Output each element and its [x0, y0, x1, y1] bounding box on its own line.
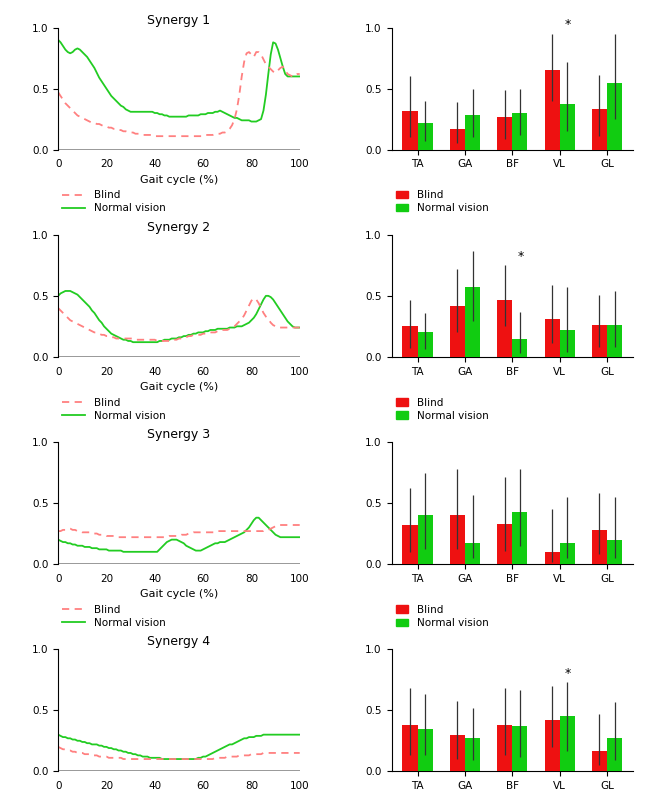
Bar: [450, 735, 465, 771]
Bar: [592, 325, 607, 357]
Bar: [497, 725, 512, 771]
Text: *: *: [517, 250, 524, 263]
Bar: [512, 726, 527, 771]
X-axis label: Gait cycle (%): Gait cycle (%): [140, 589, 218, 600]
Bar: [512, 113, 527, 149]
X-axis label: Gait cycle (%): Gait cycle (%): [140, 382, 218, 392]
Bar: [545, 70, 559, 149]
Bar: [607, 738, 622, 771]
Bar: [417, 729, 433, 771]
Bar: [592, 109, 607, 149]
Legend: Blind, Normal vision: Blind, Normal vision: [58, 186, 169, 218]
Bar: [512, 512, 527, 564]
Bar: [465, 738, 480, 771]
Bar: [450, 305, 465, 357]
Title: Synergy 3: Synergy 3: [147, 428, 211, 441]
Bar: [465, 115, 480, 149]
Bar: [402, 525, 417, 564]
Legend: Blind, Normal vision: Blind, Normal vision: [58, 600, 169, 632]
Bar: [559, 717, 575, 771]
Bar: [545, 720, 559, 771]
Bar: [592, 530, 607, 564]
Bar: [559, 330, 575, 357]
Bar: [465, 287, 480, 357]
Bar: [559, 543, 575, 564]
Legend: Blind, Normal vision: Blind, Normal vision: [58, 393, 169, 425]
Bar: [607, 82, 622, 149]
Bar: [607, 325, 622, 357]
Bar: [450, 129, 465, 149]
Bar: [450, 515, 465, 564]
Bar: [465, 543, 480, 564]
Bar: [607, 539, 622, 564]
Bar: [559, 104, 575, 149]
Bar: [402, 111, 417, 149]
Bar: [497, 300, 512, 357]
Bar: [545, 552, 559, 564]
Bar: [417, 515, 433, 564]
Text: *: *: [565, 18, 571, 32]
Bar: [417, 123, 433, 149]
Title: Synergy 2: Synergy 2: [147, 221, 211, 233]
Bar: [402, 327, 417, 357]
Text: *: *: [565, 667, 571, 679]
Bar: [417, 332, 433, 357]
Bar: [497, 524, 512, 564]
Bar: [545, 319, 559, 357]
Bar: [512, 339, 527, 357]
X-axis label: Gait cycle (%): Gait cycle (%): [140, 175, 218, 185]
Bar: [592, 751, 607, 771]
Bar: [402, 725, 417, 771]
Legend: Blind, Normal vision: Blind, Normal vision: [391, 186, 492, 218]
Title: Synergy 4: Synergy 4: [147, 635, 211, 648]
Bar: [497, 116, 512, 149]
Title: Synergy 1: Synergy 1: [147, 13, 211, 27]
Legend: Blind, Normal vision: Blind, Normal vision: [391, 600, 492, 632]
Legend: Blind, Normal vision: Blind, Normal vision: [391, 393, 492, 425]
